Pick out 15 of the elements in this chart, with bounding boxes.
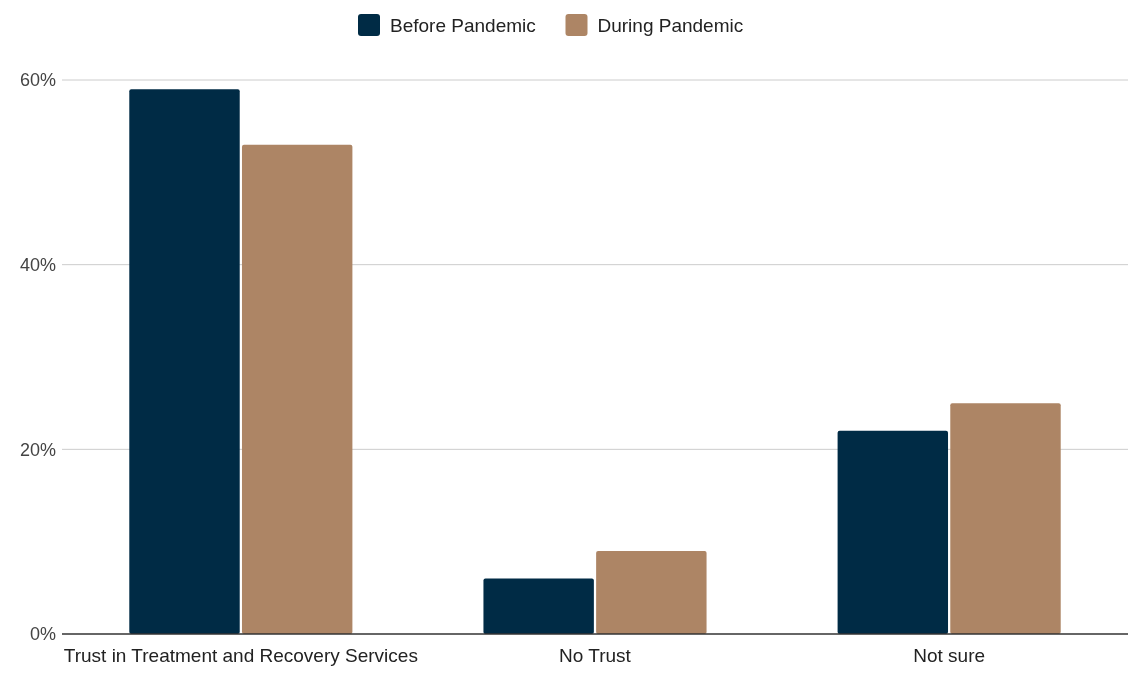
y-tick-label: 60% bbox=[19, 70, 56, 91]
legend-label: Before Pandemic bbox=[390, 14, 536, 36]
bar bbox=[950, 403, 1061, 634]
x-tick-label: No Trust bbox=[559, 645, 632, 666]
y-tick-label: 20% bbox=[19, 439, 56, 460]
bar bbox=[596, 550, 707, 634]
bar bbox=[483, 578, 594, 634]
bar bbox=[837, 430, 949, 634]
bar bbox=[129, 89, 240, 634]
x-tick-label: Not sure bbox=[913, 645, 986, 666]
legend-label: During Pandemic bbox=[597, 14, 744, 36]
y-tick-label: 0% bbox=[29, 624, 56, 645]
x-tick-label: Trust in Treatment and Recovery Services bbox=[63, 645, 418, 666]
y-tick-label: 40% bbox=[19, 254, 56, 275]
bar bbox=[241, 144, 353, 634]
